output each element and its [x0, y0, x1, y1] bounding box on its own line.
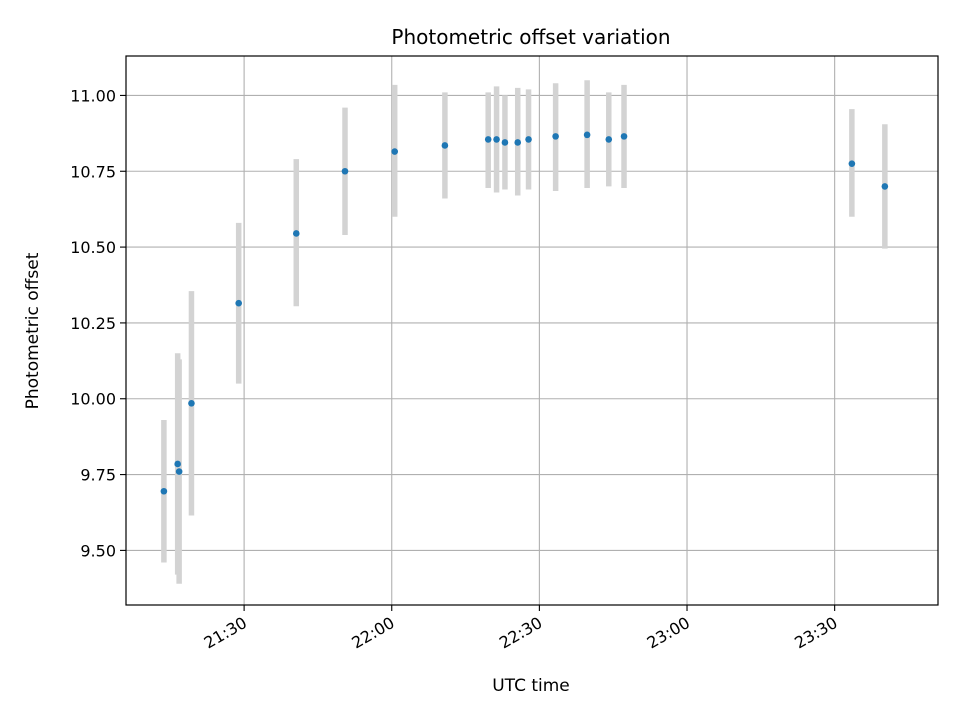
data-point [605, 136, 613, 143]
data-point [441, 142, 449, 149]
y-tick-label: 10.75 [70, 162, 116, 181]
data-point [525, 136, 532, 143]
plot-frame [125, 55, 939, 606]
data-point [583, 131, 591, 139]
x-axis-label: UTC time [492, 676, 570, 696]
y-tick-label: 10.00 [70, 390, 116, 409]
data-point [620, 133, 628, 140]
y-tick-label: 9.75 [80, 466, 116, 485]
data-point [235, 299, 242, 307]
chart-title: Photometric offset variation [391, 25, 670, 49]
point-layer [160, 131, 889, 495]
y-axis-label: Photometric offset [23, 252, 43, 409]
y-tick-label: 10.25 [70, 314, 116, 333]
data-point [848, 160, 856, 167]
data-point [341, 167, 349, 175]
y-axis-ticks: 9.50 9.75 10.00 10.25 10.50 10.75 11.00 [70, 86, 126, 560]
data-point [174, 460, 181, 468]
data-point [160, 487, 168, 495]
y-tick-label: 9.50 [80, 541, 116, 560]
y-tick-label: 11.00 [70, 86, 116, 105]
data-point [552, 133, 559, 140]
data-point [292, 230, 300, 237]
data-point [484, 136, 492, 143]
data-point [391, 148, 398, 155]
data-point [881, 183, 889, 190]
grid-layer [126, 56, 938, 605]
data-point [514, 139, 522, 146]
data-point [175, 468, 183, 475]
y-tick-label: 10.50 [70, 238, 116, 257]
data-point [501, 139, 509, 146]
data-point [188, 399, 195, 407]
data-point [493, 136, 500, 143]
